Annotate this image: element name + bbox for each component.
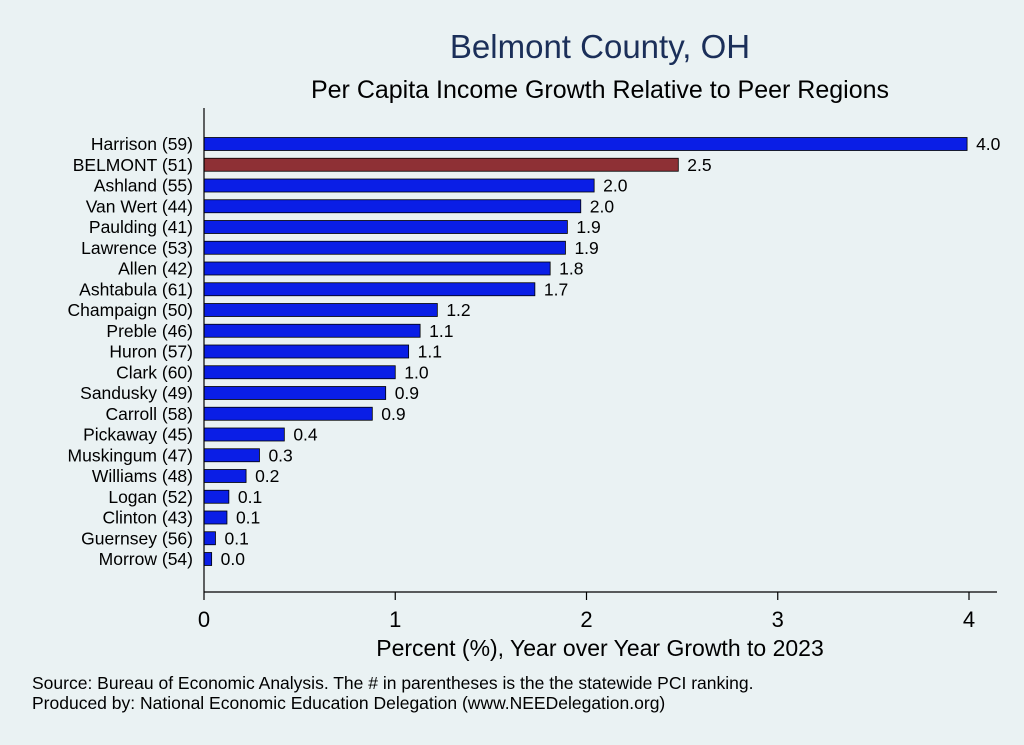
x-tick-label: 4 xyxy=(963,607,975,632)
bar xyxy=(203,344,410,359)
bars-group: Harrison (59) 4.0 BELMONT (51) 2.5 Ashland (… xyxy=(68,134,1001,569)
category-label: Huron (57) xyxy=(109,342,193,362)
bar xyxy=(203,469,247,483)
category-label: Logan (52) xyxy=(108,487,193,507)
category-label: Sandusky (49) xyxy=(80,383,193,403)
bar xyxy=(203,448,260,463)
bar xyxy=(203,261,551,276)
x-tick-label: 2 xyxy=(580,607,592,632)
value-label: 0.3 xyxy=(268,445,292,465)
category-label: Van Wert (44) xyxy=(86,196,193,216)
value-label: 2.0 xyxy=(590,196,615,216)
category-label: Pickaway (45) xyxy=(83,425,193,445)
bar xyxy=(203,386,387,400)
chart-subtitle: Per Capita Income Growth Relative to Pee… xyxy=(311,76,889,104)
category-label: Ashtabula (61) xyxy=(79,279,193,299)
produced-by-note: Produced by: National Economic Education… xyxy=(32,693,666,713)
bar xyxy=(203,282,536,297)
value-label: 1.0 xyxy=(404,362,429,382)
value-label: 1.7 xyxy=(544,279,568,299)
value-label: 1.9 xyxy=(574,238,598,258)
category-label: Preble (46) xyxy=(106,321,193,341)
value-label: 4.0 xyxy=(976,134,1001,154)
bar xyxy=(203,199,582,214)
value-label: 0.4 xyxy=(293,425,318,445)
value-label: 0.1 xyxy=(238,487,262,507)
bar xyxy=(203,531,216,546)
bar xyxy=(203,365,396,380)
bar xyxy=(203,303,438,317)
value-label: 1.8 xyxy=(559,259,583,279)
category-label: Allen (42) xyxy=(118,259,193,279)
bar xyxy=(203,137,968,151)
bar xyxy=(203,323,421,338)
category-label: Guernsey (56) xyxy=(81,528,193,548)
value-label: 2.5 xyxy=(687,155,711,175)
bar xyxy=(203,406,373,421)
category-label: Champaign (50) xyxy=(68,300,193,320)
value-label: 1.9 xyxy=(576,217,600,237)
bar xyxy=(203,178,595,193)
category-label: Muskingum (47) xyxy=(68,445,193,465)
value-label: 0.2 xyxy=(255,466,279,486)
x-tick-label: 0 xyxy=(198,607,210,632)
category-label: Williams (48) xyxy=(92,466,193,486)
x-tick-label: 1 xyxy=(389,607,401,632)
category-label: Ashland (55) xyxy=(94,176,193,196)
value-label: 0.1 xyxy=(224,528,248,548)
category-label: Carroll (58) xyxy=(105,404,193,424)
bar xyxy=(203,510,228,525)
x-axis-label: Percent (%), Year over Year Growth to 20… xyxy=(376,635,824,661)
category-label: Morrow (54) xyxy=(99,549,193,569)
category-label: Clark (60) xyxy=(116,362,193,382)
category-label: Lawrence (53) xyxy=(81,238,193,258)
category-label: Clinton (43) xyxy=(103,508,193,528)
value-label: 0.9 xyxy=(395,383,419,403)
bar xyxy=(203,220,568,234)
value-label: 2.0 xyxy=(603,176,628,196)
value-label: 0.1 xyxy=(236,508,260,528)
category-label: Paulding (41) xyxy=(89,217,193,237)
value-label: 1.1 xyxy=(418,342,442,362)
category-label: BELMONT (51) xyxy=(73,155,193,175)
value-label: 0.9 xyxy=(381,404,405,424)
value-label: 1.1 xyxy=(429,321,453,341)
x-tick-label: 3 xyxy=(772,607,784,632)
bar xyxy=(203,427,285,442)
source-note: Source: Bureau of Economic Analysis. The… xyxy=(32,673,754,693)
value-label: 1.2 xyxy=(446,300,470,320)
axes-group: 0 1 2 3 4 xyxy=(198,108,997,632)
bar xyxy=(203,240,566,255)
value-label: 0.0 xyxy=(221,549,246,569)
category-label: Harrison (59) xyxy=(91,134,193,154)
bar xyxy=(203,552,213,566)
chart-title: Belmont County, OH xyxy=(450,28,750,65)
bar xyxy=(203,157,679,172)
bar xyxy=(203,489,230,504)
